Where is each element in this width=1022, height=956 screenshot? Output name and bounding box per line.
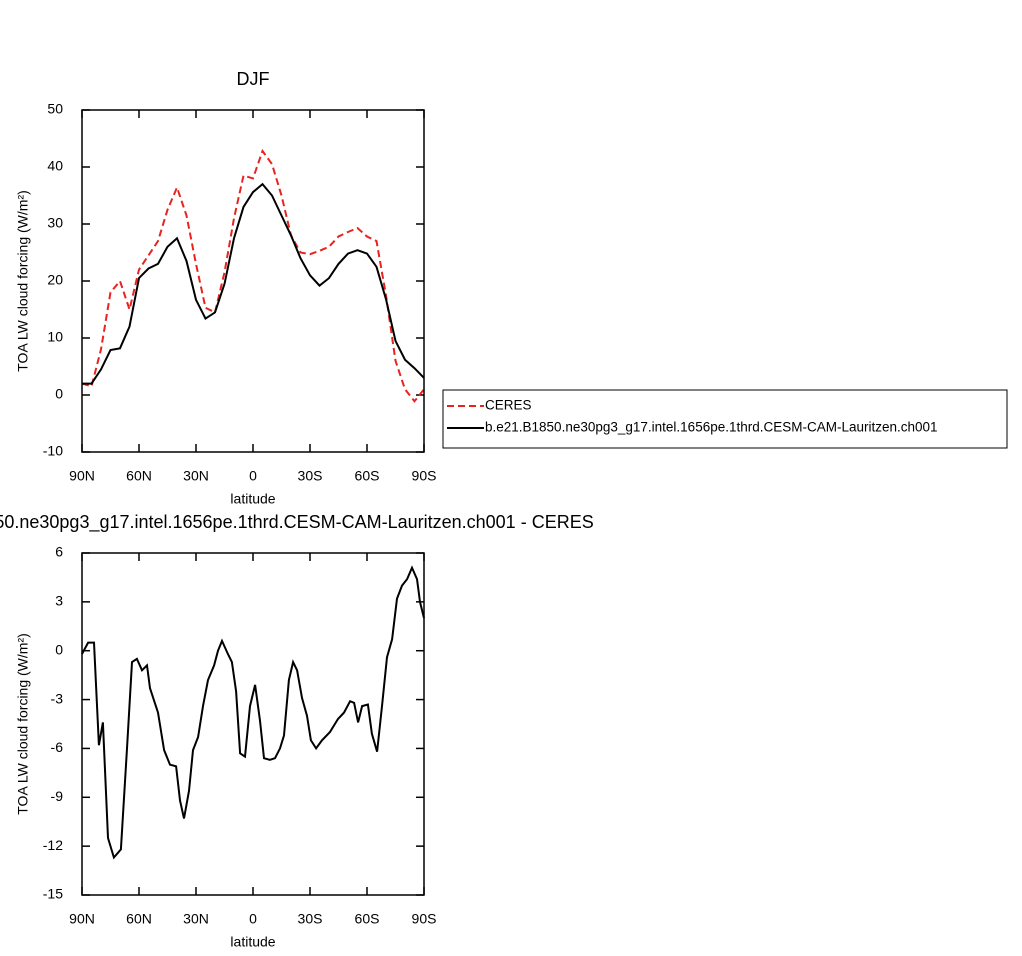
- x-tick-label: 30S: [298, 911, 323, 927]
- y-tick-label: 0: [55, 386, 63, 402]
- legend-label: CERES: [485, 398, 532, 413]
- y-tick-label: 10: [47, 329, 63, 345]
- y-tick-label: 30: [47, 215, 63, 231]
- y-axis-label: TOA LW cloud forcing (W/m²): [15, 190, 31, 372]
- y-tick-label: -3: [51, 690, 64, 706]
- x-tick-label: 0: [249, 468, 257, 484]
- data-line: [81, 565, 425, 860]
- x-tick-label: 30S: [298, 468, 323, 484]
- x-axis-label: latitude: [230, 934, 275, 950]
- y-tick-label: 20: [47, 272, 63, 288]
- y-tick-label: 3: [55, 593, 63, 609]
- x-tick-label: 60S: [355, 468, 380, 484]
- x-tick-label: 30N: [183, 468, 209, 484]
- data-line: [81, 148, 425, 403]
- x-tick-label: 60S: [355, 911, 380, 927]
- chart-title: b.e21.B1850.ne30pg3_g17.intel.1656pe.1th…: [0, 512, 594, 533]
- x-axis-label: latitude: [230, 491, 275, 507]
- plot-frame: [81, 552, 425, 896]
- x-tick-label: 30N: [183, 911, 209, 927]
- y-tick-label: -6: [51, 739, 64, 755]
- x-tick-label: 90S: [412, 911, 437, 927]
- x-tick-label: 0: [249, 911, 257, 927]
- y-tick-label: -9: [51, 788, 64, 804]
- x-tick-label: 90S: [412, 468, 437, 484]
- plot-frame: [81, 109, 425, 453]
- data-line: [82, 182, 425, 385]
- y-tick-label: 0: [55, 641, 63, 657]
- x-tick-label: 60N: [126, 468, 152, 484]
- y-tick-label: -12: [43, 837, 63, 853]
- y-tick-label: -15: [43, 886, 63, 902]
- legend-box: [442, 389, 1008, 449]
- y-tick-label: 6: [55, 544, 63, 560]
- y-tick-label: -10: [43, 443, 63, 459]
- x-tick-label: 60N: [126, 911, 152, 927]
- x-tick-label: 90N: [69, 911, 95, 927]
- y-axis-label: TOA LW cloud forcing (W/m²): [15, 633, 31, 815]
- chart-title: DJF: [237, 69, 270, 89]
- legend-label: b.e21.B1850.ne30pg3_g17.intel.1656pe.1th…: [485, 420, 938, 435]
- x-tick-label: 90N: [69, 468, 95, 484]
- y-tick-label: 50: [47, 101, 63, 117]
- y-tick-label: 40: [47, 158, 63, 174]
